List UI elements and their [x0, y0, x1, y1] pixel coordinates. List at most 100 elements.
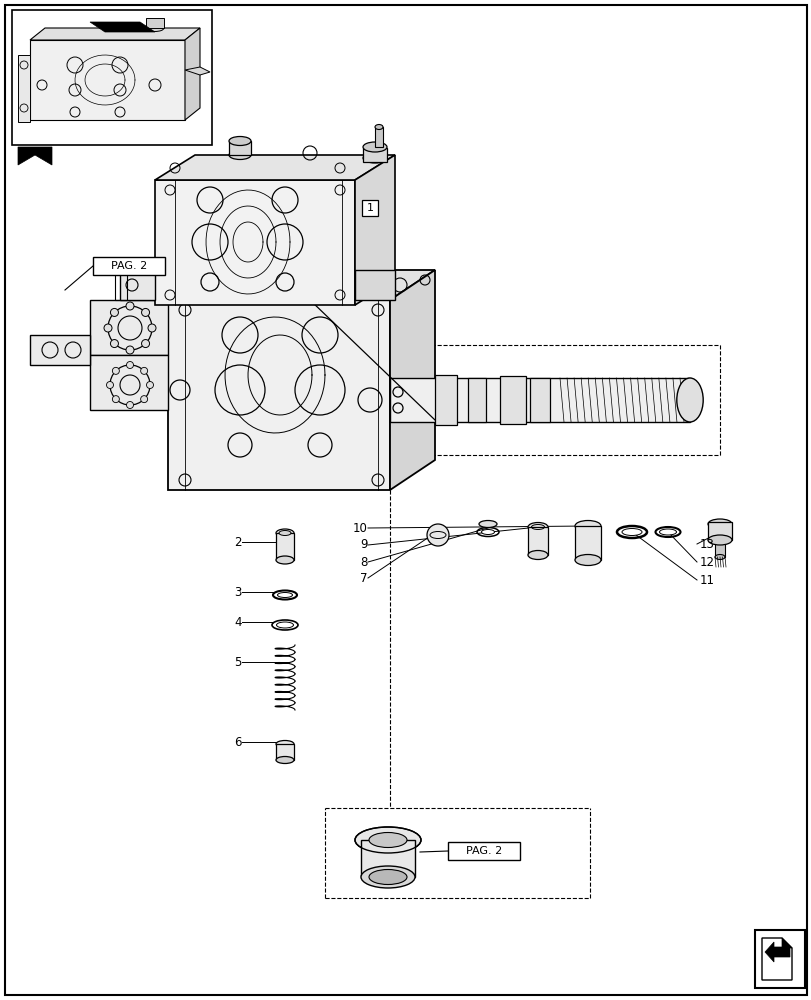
- Text: 13: 13: [699, 538, 714, 550]
- Bar: [707, 522, 731, 540]
- Polygon shape: [30, 28, 200, 40]
- Bar: [527, 527, 547, 555]
- Circle shape: [140, 396, 148, 403]
- Polygon shape: [530, 378, 549, 422]
- Ellipse shape: [276, 556, 294, 564]
- Bar: [276, 744, 294, 760]
- Polygon shape: [467, 378, 486, 422]
- Polygon shape: [155, 180, 354, 305]
- Polygon shape: [30, 40, 185, 120]
- Circle shape: [106, 381, 114, 388]
- Ellipse shape: [527, 550, 547, 560]
- Ellipse shape: [354, 827, 420, 853]
- Polygon shape: [18, 55, 30, 122]
- Polygon shape: [389, 378, 689, 422]
- Text: 1: 1: [366, 203, 373, 213]
- Ellipse shape: [229, 137, 251, 146]
- Ellipse shape: [707, 519, 731, 529]
- Ellipse shape: [478, 520, 496, 528]
- Polygon shape: [90, 300, 168, 355]
- Bar: [714, 539, 724, 557]
- Circle shape: [126, 346, 134, 354]
- Bar: [229, 141, 251, 155]
- Polygon shape: [500, 376, 526, 424]
- Ellipse shape: [277, 592, 292, 597]
- Text: 7: 7: [360, 572, 367, 584]
- Circle shape: [112, 396, 119, 403]
- Text: 5: 5: [234, 656, 242, 668]
- Ellipse shape: [361, 866, 414, 888]
- Text: PAG. 2: PAG. 2: [111, 261, 147, 271]
- Circle shape: [141, 340, 149, 348]
- Text: 2: 2: [234, 536, 242, 548]
- Text: 4: 4: [234, 615, 242, 628]
- Circle shape: [127, 401, 133, 408]
- Ellipse shape: [276, 529, 294, 537]
- Ellipse shape: [714, 554, 724, 560]
- Text: 6: 6: [234, 735, 242, 748]
- Circle shape: [140, 367, 148, 374]
- Polygon shape: [781, 938, 791, 948]
- Bar: [115, 270, 127, 300]
- Polygon shape: [90, 22, 155, 32]
- Ellipse shape: [368, 869, 406, 884]
- Bar: [754, 930, 804, 988]
- Ellipse shape: [276, 740, 294, 747]
- Bar: [361, 840, 414, 877]
- Ellipse shape: [676, 378, 702, 422]
- Polygon shape: [155, 155, 394, 180]
- Polygon shape: [18, 147, 52, 165]
- Circle shape: [141, 308, 149, 316]
- Polygon shape: [168, 270, 435, 300]
- Polygon shape: [30, 335, 90, 365]
- Text: 10: 10: [353, 522, 367, 534]
- Text: PAG. 2: PAG. 2: [466, 846, 501, 856]
- Ellipse shape: [229, 151, 251, 160]
- Ellipse shape: [276, 756, 294, 764]
- Ellipse shape: [574, 520, 600, 532]
- Polygon shape: [764, 942, 789, 962]
- Ellipse shape: [707, 535, 731, 545]
- Polygon shape: [90, 355, 168, 410]
- Ellipse shape: [527, 522, 547, 532]
- Ellipse shape: [659, 529, 676, 535]
- Circle shape: [146, 381, 153, 388]
- Circle shape: [126, 302, 134, 310]
- Polygon shape: [120, 270, 155, 300]
- Bar: [448, 842, 519, 860]
- Circle shape: [127, 361, 133, 368]
- Polygon shape: [354, 155, 394, 305]
- Bar: [12, 10, 212, 145]
- Text: 8: 8: [360, 556, 367, 568]
- Bar: [574, 526, 600, 560]
- Ellipse shape: [481, 530, 494, 534]
- Polygon shape: [185, 28, 200, 120]
- Circle shape: [112, 367, 119, 374]
- Bar: [276, 533, 294, 560]
- Circle shape: [427, 524, 448, 546]
- Text: 12: 12: [699, 556, 714, 568]
- Bar: [363, 148, 387, 162]
- Text: 9: 9: [360, 538, 367, 552]
- Bar: [146, 18, 164, 28]
- Circle shape: [148, 324, 156, 332]
- Ellipse shape: [368, 832, 406, 847]
- Ellipse shape: [363, 142, 387, 152]
- Bar: [375, 127, 383, 147]
- Ellipse shape: [621, 528, 642, 536]
- Bar: [362, 200, 378, 216]
- Ellipse shape: [279, 530, 290, 536]
- Ellipse shape: [277, 622, 293, 628]
- Ellipse shape: [375, 125, 383, 130]
- Polygon shape: [354, 270, 394, 300]
- Text: 11: 11: [699, 574, 714, 586]
- Bar: [93, 257, 165, 275]
- Text: 3: 3: [234, 585, 242, 598]
- Polygon shape: [435, 375, 457, 425]
- Ellipse shape: [363, 153, 387, 163]
- Polygon shape: [389, 270, 435, 490]
- Circle shape: [104, 324, 112, 332]
- Ellipse shape: [574, 554, 600, 566]
- Polygon shape: [761, 938, 791, 980]
- Polygon shape: [168, 300, 389, 490]
